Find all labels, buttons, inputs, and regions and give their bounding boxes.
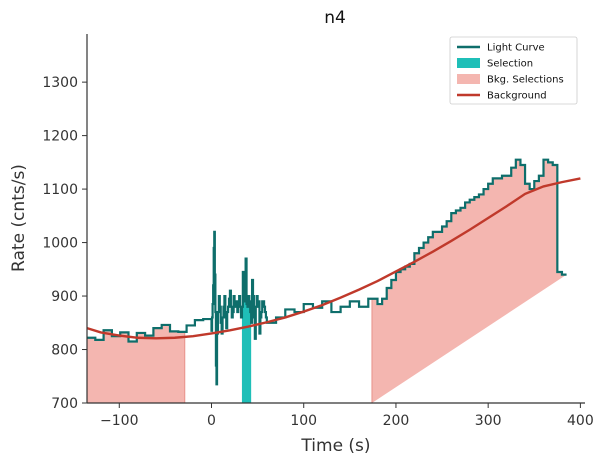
- background-fit-line: [86, 177, 581, 340]
- x-tick-label: 0: [207, 413, 216, 429]
- y-tick-label: 1100: [42, 182, 78, 198]
- light-curve-line: [87, 158, 567, 386]
- y-tick-label: 900: [51, 289, 78, 305]
- y-axis-label: Rate (cnts/s): [9, 164, 29, 272]
- selection: [241, 258, 252, 403]
- bkg-selection-region: [371, 159, 567, 403]
- x-tick-label: 200: [383, 413, 410, 429]
- legend-patch-swatch: [457, 58, 480, 68]
- y-tick-label: 1200: [42, 129, 78, 145]
- x-axis-label: Time (s): [300, 436, 370, 456]
- legend-frame: [449, 36, 578, 105]
- y-tick-label: 1300: [42, 75, 78, 91]
- legend-label: Background: [487, 91, 547, 102]
- chart-title: n4: [324, 8, 346, 28]
- legend-label: Bkg. Selections: [487, 75, 564, 86]
- legend-label: Selection: [487, 59, 533, 70]
- light-curve: [87, 158, 567, 386]
- x-ticks: −100 0 100 200 300 400: [100, 403, 594, 429]
- x-tick-label: 400: [567, 413, 594, 429]
- selection-region: [241, 258, 252, 403]
- background-fit: [86, 177, 581, 340]
- bkg-selections: [86, 159, 567, 404]
- y-tick-label: 700: [51, 396, 78, 412]
- x-tick-label: 100: [290, 413, 317, 429]
- axes: [86, 34, 585, 404]
- y-ticks: 700 800 900 1000 1100 1200 1300: [42, 75, 87, 412]
- legend-label: Light Curve: [487, 43, 545, 54]
- y-tick-label: 1000: [42, 236, 78, 252]
- x-tick-label: 300: [475, 413, 502, 429]
- legend-patch-swatch: [457, 74, 480, 84]
- x-tick-label: −100: [100, 413, 138, 429]
- legend: Light Curve Selection Bkg. Selections Backg…: [449, 36, 578, 105]
- y-tick-label: 800: [51, 343, 78, 359]
